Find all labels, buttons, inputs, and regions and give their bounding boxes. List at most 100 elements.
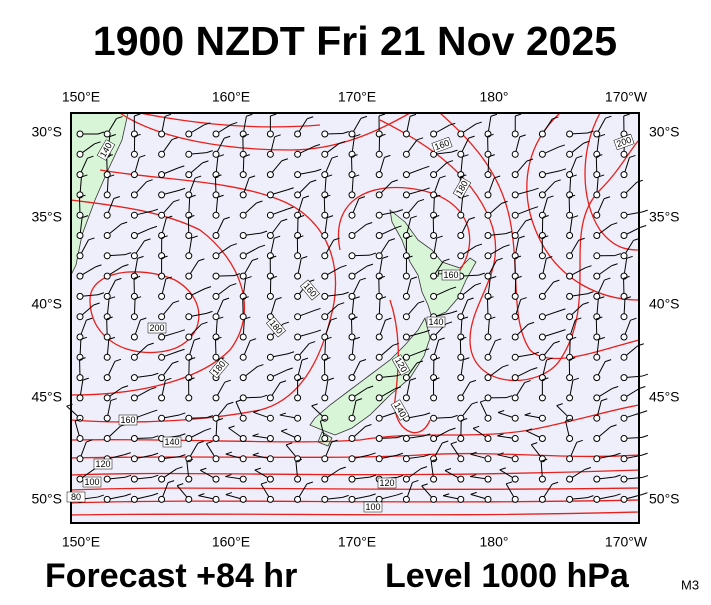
station [104,375,110,381]
station [485,436,491,442]
station [621,253,627,259]
station [431,131,437,137]
station [376,151,382,157]
station [349,375,355,381]
contour-label-text: 120 [379,478,394,488]
station [349,212,355,218]
contour-label: 140 [163,437,181,447]
station [322,436,328,442]
lon-label-bottom: 170°W [605,534,648,550]
barb-feather [641,493,647,495]
contour-label-text: 120 [95,459,110,469]
station [403,273,409,279]
station [104,436,110,442]
contour-label-text: 160 [443,270,458,280]
station [512,151,518,157]
station [213,131,219,137]
station [159,131,165,137]
station [159,293,165,299]
station [213,496,219,502]
station [267,172,273,178]
station [159,314,165,320]
station [458,395,464,401]
station [159,192,165,198]
station [131,151,137,157]
barb-feather [642,435,648,437]
station [458,253,464,259]
station [512,375,518,381]
station [539,293,545,299]
station [213,354,219,360]
station [485,496,491,502]
station [539,273,545,279]
contour-label: 160 [119,415,137,425]
station [77,293,83,299]
station [322,151,328,157]
station [376,354,382,360]
station [512,395,518,401]
station [240,192,246,198]
station [567,456,573,462]
station [77,395,83,401]
station [512,212,518,218]
station [431,293,437,299]
station [131,456,137,462]
station [267,293,273,299]
station [295,354,301,360]
contour-label-text: 80 [71,492,81,502]
station [213,273,219,279]
station [376,456,382,462]
station [349,476,355,482]
station [512,131,518,137]
contour-label-text: 160 [120,415,135,425]
station [458,131,464,137]
station [621,314,627,320]
station [376,192,382,198]
station [322,233,328,239]
station [512,436,518,442]
station [567,293,573,299]
barb-feather [642,210,648,212]
station [159,496,165,502]
station [539,395,545,401]
station [213,212,219,218]
station [431,334,437,340]
station [240,436,246,442]
station [431,253,437,259]
station [458,496,464,502]
barb-feather [642,374,648,376]
station [512,334,518,340]
station [376,436,382,442]
contour-label: 200 [148,323,166,333]
station [512,314,518,320]
station [431,476,437,482]
station [267,334,273,340]
station [403,172,409,178]
station [621,192,627,198]
lat-label-left: 45°S [31,389,62,405]
station [403,456,409,462]
station [621,436,627,442]
station [240,334,246,340]
station [403,314,409,320]
station [539,253,545,259]
station [186,436,192,442]
station [322,293,328,299]
station [621,456,627,462]
station [458,436,464,442]
station [567,273,573,279]
station [77,253,83,259]
model-label: M3 [681,577,699,592]
station [349,456,355,462]
lat-label-left: 30°S [31,124,62,140]
station [403,334,409,340]
station [104,476,110,482]
station [104,192,110,198]
station [131,375,137,381]
station [539,496,545,502]
station [376,334,382,340]
station [295,293,301,299]
station [567,496,573,502]
station [186,395,192,401]
station [159,212,165,218]
